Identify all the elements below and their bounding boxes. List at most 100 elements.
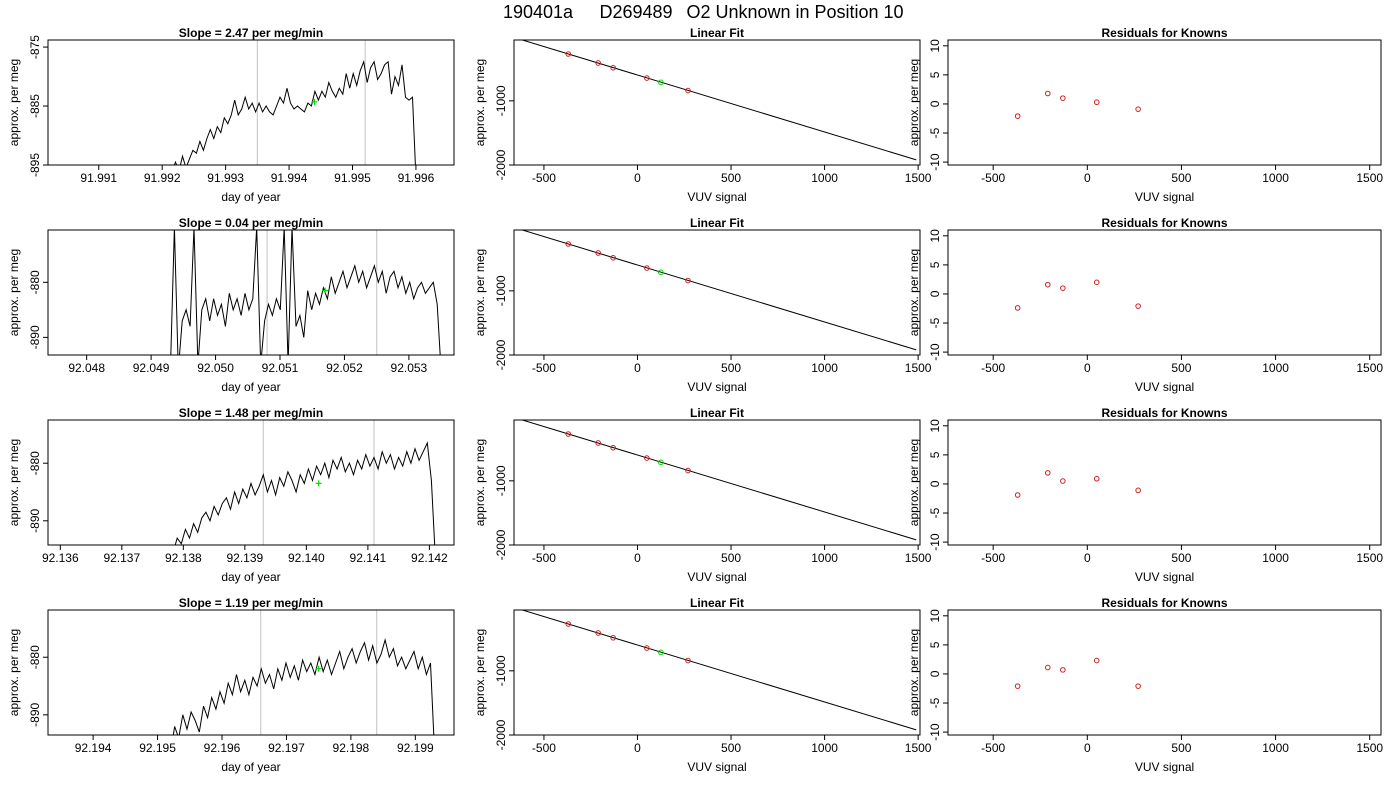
panel-0-0: Slope = 2.47 per meg/min 91.991 91.992 91.9… [7, 26, 455, 204]
y-tick-label: 0 [928, 670, 942, 677]
panel-3-2: Residuals for Knowns -500 0 500 1000 1500 10 5 0… [907, 596, 1383, 774]
x-tick-label: -500 [981, 551, 1005, 565]
x-tick-label: 91.996 [398, 171, 435, 185]
residual-point [1093, 279, 1100, 286]
plot-frame [47, 39, 455, 166]
residual-point [1044, 470, 1051, 476]
plot-frame [47, 419, 455, 546]
data-point [644, 455, 650, 461]
residual-point [1093, 475, 1100, 482]
y-tick-label: -885 [28, 94, 42, 118]
x-axis-label: VUV signal [1135, 380, 1194, 394]
x-tick-label: 1500 [1356, 171, 1383, 185]
y-tick-label: 10 [928, 419, 942, 433]
x-tick-label: -500 [532, 741, 556, 755]
y-tick-label: 0 [928, 290, 942, 297]
x-tick-label: 0 [634, 741, 641, 755]
residual-point [1014, 305, 1021, 311]
y-axis-label: approx. per meg [473, 249, 487, 336]
data-point [565, 621, 572, 627]
x-axis-label: day of year [221, 760, 280, 774]
suptitle-run: 190401a [503, 2, 574, 22]
y-axis-label: approx. per meg [7, 59, 21, 146]
x-tick-label: 1500 [1356, 551, 1383, 565]
plot-area [170, 230, 441, 355]
fit-line [520, 40, 917, 161]
x-axis-label: day of year [221, 380, 280, 394]
y-tick-label: -2000 [494, 529, 508, 560]
plot-area [520, 610, 917, 731]
plot-area [520, 230, 917, 351]
x-tick-label: 1500 [905, 741, 932, 755]
plot-area [520, 420, 917, 541]
y-axis-label: approx. per meg [907, 59, 921, 146]
data-point [658, 269, 664, 276]
y-axis-label: approx. per meg [907, 249, 921, 336]
x-tick-label: 1000 [1262, 171, 1289, 185]
plot-frame [47, 609, 455, 736]
plot-area [174, 420, 436, 545]
y-tick-label: -2000 [494, 339, 508, 370]
residual-point [1014, 492, 1021, 498]
x-axis-label: VUV signal [687, 760, 746, 774]
series-line [174, 441, 436, 545]
x-tick-label: -500 [981, 361, 1005, 375]
x-tick-label: 92.199 [397, 741, 434, 755]
panel-2-0: Slope = 1.48 per meg/min 92.136 92.137 92.1… [7, 406, 455, 584]
panel-2-2: Residuals for Knowns -500 0 500 1000 1500 10 5 0… [907, 406, 1383, 584]
plot-area [1014, 279, 1141, 311]
x-tick-label: 1000 [811, 171, 838, 185]
panel-title: Slope = 2.47 per meg/min [179, 26, 323, 40]
x-tick-label: 1500 [905, 171, 932, 185]
x-tick-label: 91.991 [80, 171, 117, 185]
y-axis-label: approx. per meg [907, 439, 921, 526]
y-tick-label: 5 [928, 261, 942, 268]
residual-point [1135, 683, 1141, 689]
y-axis-label: approx. per meg [7, 439, 21, 526]
panel-title: Residuals for Knowns [1101, 406, 1227, 420]
x-tick-label: 92.197 [268, 741, 305, 755]
y-tick-label: -1000 [494, 275, 508, 306]
y-tick-label: -875 [28, 35, 42, 59]
residual-point [1060, 285, 1066, 291]
plot-area [1014, 470, 1141, 498]
plot-area [1014, 90, 1141, 119]
y-tick-label: -880 [28, 645, 42, 669]
y-tick-label: -5 [928, 697, 942, 708]
x-tick-label: 92.138 [165, 551, 202, 565]
panel-0-2: Residuals for Knowns -500 0 500 1000 1500 10 5 0… [907, 26, 1383, 204]
fit-line [520, 610, 917, 731]
x-tick-label: 92.139 [226, 551, 263, 565]
panel-title: Residuals for Knowns [1101, 596, 1227, 610]
x-tick-label: 1000 [811, 741, 838, 755]
residual-point [1135, 487, 1141, 494]
x-tick-label: 500 [1171, 551, 1191, 565]
plot-area [173, 40, 416, 165]
data-point [595, 440, 601, 446]
x-tick-label: -500 [532, 361, 556, 375]
x-tick-label: 92.051 [262, 361, 299, 375]
panel-title: Slope = 1.48 per meg/min [179, 406, 323, 420]
x-tick-label: -500 [532, 171, 556, 185]
x-tick-label: 0 [1084, 551, 1091, 565]
panel-3-0: Slope = 1.19 per meg/min 92.194 92.195 92.1… [7, 596, 455, 774]
data-point [610, 254, 616, 261]
y-tick-label: -890 [28, 325, 42, 349]
residual-point [1093, 657, 1100, 664]
suptitle-desc: O2 Unknown in Position 10 [686, 2, 903, 22]
panel-2-1: Linear Fit -500 0 500 1000 1500 -1000 -2000 VUV … [473, 406, 932, 584]
x-tick-label: 92.049 [133, 361, 170, 375]
residual-point [1060, 478, 1066, 484]
x-tick-label: 92.052 [326, 361, 363, 375]
residual-point [1014, 113, 1021, 119]
y-tick-label: -10 [928, 533, 942, 551]
x-tick-label: 92.198 [333, 741, 370, 755]
x-tick-label: 91.995 [334, 171, 371, 185]
y-tick-label: -1000 [494, 655, 508, 686]
x-tick-label: 92.136 [42, 551, 79, 565]
x-tick-label: 92.196 [204, 741, 241, 755]
data-point [610, 634, 616, 641]
x-axis-label: day of year [221, 570, 280, 584]
plot-frame [47, 229, 455, 356]
data-point [565, 241, 572, 247]
